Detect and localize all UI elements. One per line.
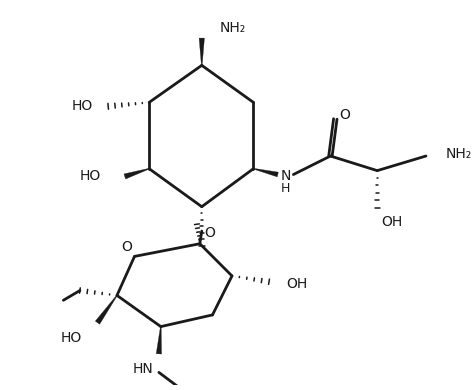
Text: OH: OH bbox=[381, 215, 402, 229]
Polygon shape bbox=[199, 38, 204, 66]
Text: OH: OH bbox=[287, 277, 308, 291]
Text: HO: HO bbox=[79, 170, 100, 183]
Text: H: H bbox=[281, 182, 290, 195]
Text: HN: HN bbox=[132, 362, 153, 376]
Text: NH₂: NH₂ bbox=[219, 21, 246, 35]
Polygon shape bbox=[124, 168, 149, 179]
Text: HO: HO bbox=[72, 99, 92, 113]
Text: HO: HO bbox=[61, 331, 82, 345]
Polygon shape bbox=[95, 295, 117, 324]
Text: O: O bbox=[339, 108, 350, 122]
Text: O: O bbox=[121, 240, 132, 254]
Text: O: O bbox=[204, 226, 215, 240]
Text: N: N bbox=[281, 168, 291, 183]
Text: NH₂: NH₂ bbox=[446, 147, 472, 161]
Polygon shape bbox=[156, 326, 162, 354]
Polygon shape bbox=[253, 168, 278, 177]
